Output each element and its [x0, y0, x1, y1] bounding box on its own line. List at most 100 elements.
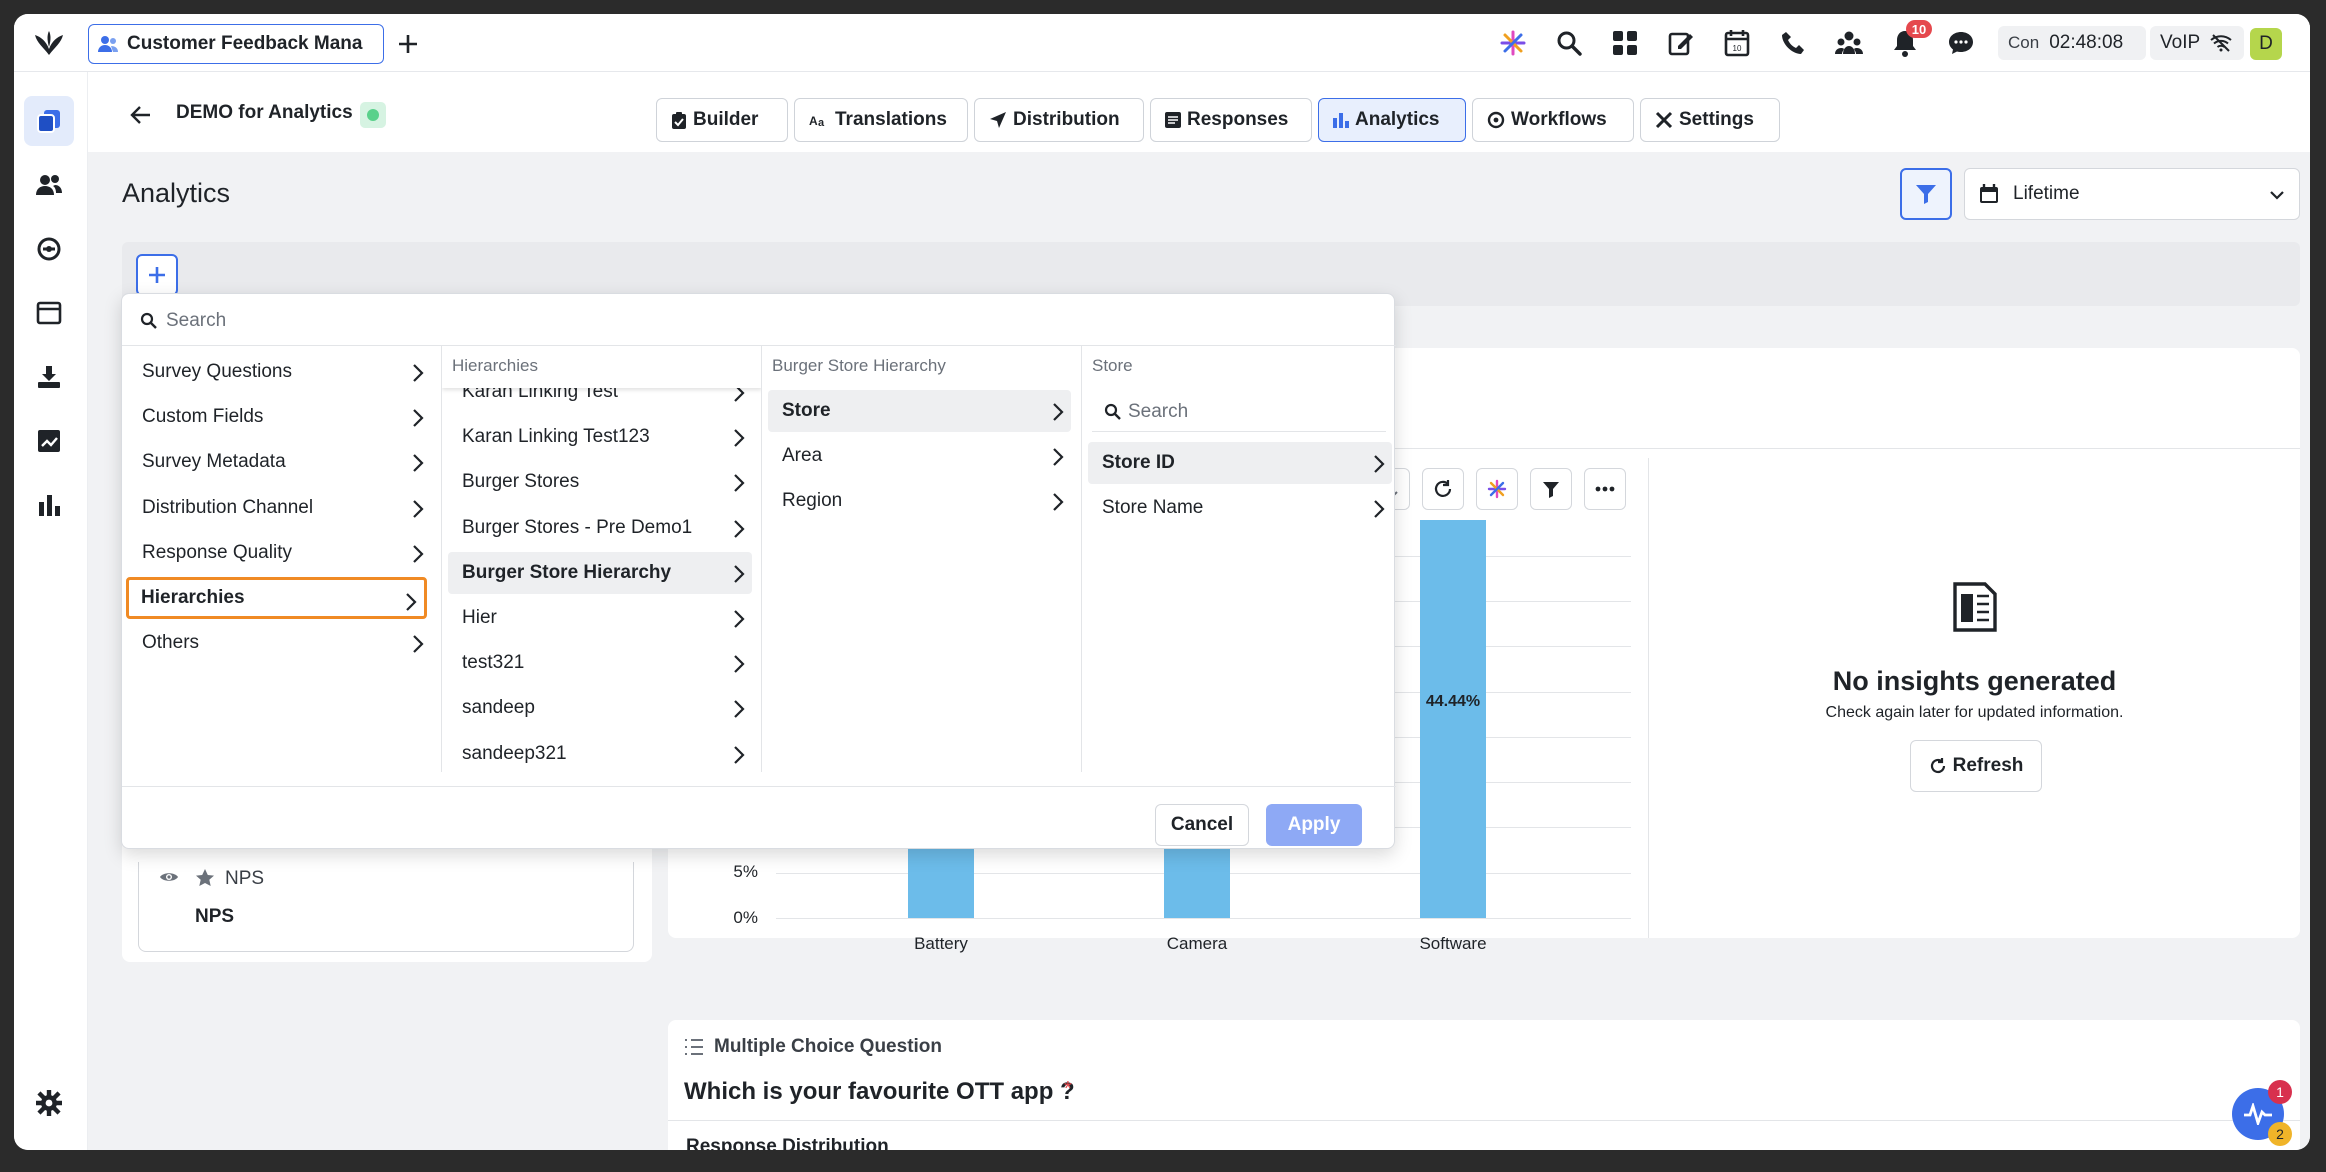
category-item-label: Distribution Channel	[142, 496, 314, 518]
calendar-icon[interactable]: 10	[1722, 28, 1752, 58]
notification-badge: 10	[1906, 20, 1932, 38]
call-timer[interactable]: Con 02:48:08	[1998, 26, 2146, 60]
hierarchy-item-label: Karan Linking Test123	[462, 426, 650, 448]
cancel-button[interactable]: Cancel	[1155, 804, 1249, 846]
reports-icon[interactable]	[34, 426, 64, 456]
category-item-highlighted[interactable]: Hierarchies	[126, 577, 427, 619]
x-tick-label: Camera	[1166, 934, 1228, 953]
filter-toggle-button[interactable]	[1900, 168, 1952, 220]
tab-analytics[interactable]: Analytics	[1318, 98, 1466, 142]
tab-builder[interactable]: Builder	[656, 98, 788, 142]
add-filter-button[interactable]	[136, 254, 178, 296]
hierarchy-item-label: test321	[462, 652, 525, 674]
team-icon[interactable]	[1834, 28, 1864, 58]
chevron-right-icon	[1053, 448, 1064, 466]
inbox-download-icon[interactable]	[34, 362, 64, 392]
tab-responses[interactable]: Responses	[1150, 98, 1312, 142]
dropdown-search[interactable]: Search	[122, 294, 1396, 346]
category-item-label: Response Quality	[142, 541, 292, 563]
brand-logo[interactable]	[32, 28, 66, 58]
tab-translations-label: Translations	[835, 109, 947, 130]
edit-icon[interactable]	[1666, 28, 1696, 58]
analytics-icon[interactable]	[34, 490, 64, 520]
level-item[interactable]: Region	[768, 480, 1071, 522]
voip-label: VoIP	[2160, 32, 2201, 53]
chart-bar[interactable]	[1164, 836, 1230, 918]
fab-badge-bottom: 2	[2268, 1122, 2292, 1146]
chevron-right-icon	[413, 454, 424, 473]
back-arrow-icon[interactable]	[128, 102, 154, 128]
avatar[interactable]: D	[2250, 28, 2282, 60]
search-icon	[140, 312, 157, 329]
dropdown-search-placeholder: Search	[166, 310, 227, 331]
voip-status[interactable]: VoIP	[2150, 26, 2244, 60]
hierarchy-item[interactable]: Burger Store Hierarchy	[448, 551, 752, 594]
contacts-icon[interactable]	[34, 170, 64, 200]
nps-question-card[interactable]: NPS NPS	[138, 862, 634, 952]
date-range-select[interactable]: Lifetime	[1964, 168, 2300, 220]
hierarchy-item[interactable]: sandeep321	[448, 733, 752, 772]
apps-grid-icon[interactable]	[1610, 28, 1640, 58]
search-icon	[1104, 403, 1121, 420]
chevron-right-icon	[1053, 493, 1064, 512]
tab-workflows[interactable]: Workflows	[1472, 98, 1634, 142]
hierarchy-item[interactable]: sandeep	[448, 687, 752, 729]
tab-builder-label: Builder	[693, 109, 759, 130]
refresh-chart-button[interactable]	[1422, 468, 1464, 510]
more-options-button[interactable]	[1584, 468, 1626, 510]
level-item[interactable]: Store	[768, 390, 1071, 432]
chat-icon[interactable]	[1946, 28, 1976, 58]
category-column: Survey Questions Custom Fields Survey Meta…	[122, 346, 442, 772]
chart-bar[interactable]	[908, 836, 974, 918]
section-label[interactable]: Response Distribution	[686, 1136, 889, 1150]
tab-settings-label: Settings	[1679, 109, 1754, 130]
insights-subtitle: Check again later for updated informatio…	[1825, 704, 2124, 721]
refresh-icon	[1930, 758, 1945, 774]
window-icon[interactable]	[34, 298, 64, 328]
category-item[interactable]: Survey Metadata	[128, 441, 431, 483]
chart-filter-button[interactable]	[1530, 468, 1572, 510]
surveys-icon[interactable]	[34, 106, 64, 136]
level-item[interactable]: Area	[768, 435, 1071, 477]
hierarchy-item[interactable]: Karan Linking Test123	[448, 416, 752, 458]
category-item[interactable]: Survey Questions	[128, 351, 431, 393]
tab-distribution[interactable]: Distribution	[974, 98, 1144, 142]
field-item[interactable]: Store Name	[1088, 487, 1392, 529]
settings-gear-icon[interactable]	[34, 1088, 64, 1118]
add-tab-icon[interactable]	[394, 30, 422, 58]
category-item[interactable]: Custom Fields	[128, 396, 431, 438]
refresh-button[interactable]: Refresh	[1910, 740, 2042, 792]
sparkle-ai-icon[interactable]	[1498, 28, 1528, 58]
chart-bar[interactable]	[1420, 520, 1486, 918]
hierarchy-item-label: sandeep321	[462, 742, 567, 764]
field-search[interactable]: Search	[1092, 390, 1386, 432]
question-title: Which is your favourite OTT app ?	[684, 1078, 1075, 1105]
ai-insights-button[interactable]	[1476, 468, 1518, 510]
hierarchy-item[interactable]: test321	[448, 642, 752, 684]
svg-text:a: a	[818, 117, 825, 128]
chevron-right-icon	[1374, 455, 1385, 473]
filter-icon	[1543, 482, 1559, 498]
apply-button[interactable]: Apply	[1266, 804, 1362, 846]
chevron-right-icon	[406, 593, 417, 611]
hierarchy-item[interactable]: Burger Stores	[448, 461, 752, 503]
search-icon[interactable]	[1554, 28, 1584, 58]
field-item[interactable]: Store ID	[1088, 442, 1392, 484]
app-tab[interactable]: Customer Feedback Mana	[88, 24, 384, 64]
survey-name: DEMO for Analytics	[176, 102, 353, 123]
support-icon[interactable]	[34, 234, 64, 264]
hierarchy-column: Karan Linking Test Karan Linking Test123 B…	[442, 346, 762, 772]
phone-icon[interactable]	[1778, 28, 1808, 58]
category-item[interactable]: Response Quality	[128, 532, 431, 574]
chevron-right-icon	[1053, 403, 1064, 421]
category-item[interactable]: Others	[128, 622, 431, 664]
hierarchy-item[interactable]: Burger Stores - Pre Demo1	[448, 507, 752, 549]
chevron-right-icon	[734, 745, 745, 764]
category-item[interactable]: Distribution Channel	[128, 487, 431, 529]
hierarchy-item[interactable]: Hier	[448, 597, 752, 639]
wifi-off-icon	[2210, 33, 2232, 53]
tab-settings[interactable]: Settings	[1640, 98, 1780, 142]
tab-workflows-label: Workflows	[1511, 109, 1607, 130]
